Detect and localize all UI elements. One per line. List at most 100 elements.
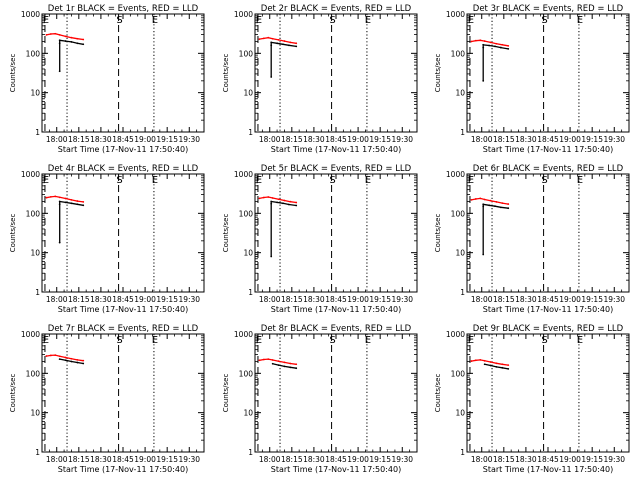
lld-data-point [64,356,67,359]
y-tick-label: 1000 [234,10,253,19]
lld-data-point [501,202,504,205]
events-data-point [282,202,284,205]
lld-data-point [258,38,261,41]
y-axis-label: Counts/sec [222,214,230,253]
lld-data-point [295,42,298,45]
lld-data-point [489,41,492,44]
x-tick-label: 18:45 [537,295,559,304]
lld-data-point [54,195,57,198]
x-tick-label: 19:15 [156,135,178,144]
x-tick-label: 18:00 [46,295,68,304]
y-tick-label: 1 [35,288,40,297]
y-tick-label: 100 [451,369,466,378]
events-data-point [482,79,485,82]
detector-panel: Det 3r BLACK = Events, RED = LLD 1 10 100 10… [434,4,630,154]
marker-label: S [329,175,335,186]
events-series-line [270,41,297,77]
x-tick-label: 18:45 [537,135,559,144]
plot-frame [254,333,418,453]
events-data-point [270,76,273,78]
y-tick-label: 100 [451,49,466,58]
x-tick-label: 18:15 [281,135,303,144]
x-tick-label: 19:00 [134,135,156,144]
events-data-point [283,365,286,368]
y-axis-label: Counts/sec [9,54,17,93]
lld-data-point [283,40,286,42]
events-data-point [287,203,290,206]
marker-label: S [541,175,547,186]
events-data-point [270,202,273,205]
lld-data-point [289,362,292,365]
marker-label: E [152,15,158,26]
x-axis-label: Start Time (17-Nov-11 17:50:40) [58,145,188,154]
y-axis-label: Counts/sec [9,374,17,413]
lld-data-point [45,196,48,199]
y-axis-label: Counts/sec [9,214,17,253]
y-tick-label: 100 [239,209,254,218]
marker-label: S [329,335,335,346]
y-tick-label: 100 [26,209,41,218]
events-data-point [276,42,278,45]
x-tick-label: 18:00 [471,295,493,304]
plot-frame [41,13,205,133]
marker-label: E [365,175,371,186]
lld-data-point [58,196,61,199]
lld-data-point [64,197,67,200]
x-axis-label: Start Time (17-Nov-11 17:50:40) [58,305,188,314]
lld-data-point [267,36,270,39]
lld-data-point [258,197,261,200]
lld-data-point [262,196,265,199]
events-series-line [482,44,509,81]
x-tick-label: 19:30 [391,295,413,304]
events-data-point [270,200,273,203]
x-tick-label: 18:00 [259,295,281,304]
marker-label: E [577,15,583,26]
lld-data-point [495,42,498,45]
x-tick-label: 19:00 [347,455,369,464]
lld-data-point [295,363,298,366]
lld-data-point [45,355,48,357]
x-tick-label: 19:15 [369,455,391,464]
lld-data-point [470,40,473,43]
x-tick-label: 19:00 [134,295,156,304]
events-data-point [70,202,73,205]
y-tick-label: 10 [243,89,253,98]
x-tick-label: 19:15 [369,295,391,304]
x-axis-label: Start Time (17-Nov-11 17:50:40) [271,465,401,474]
marker-label: S [541,335,547,346]
events-data-point [295,45,298,48]
lld-data-point [495,201,498,203]
marker-label: E [256,335,262,346]
marker-label: E [152,175,158,186]
x-tick-label: 19:30 [603,295,625,304]
marker-label: E [577,175,583,186]
x-tick-label: 18:00 [259,455,281,464]
events-data-point [282,43,284,46]
lld-data-point [54,32,57,35]
x-tick-label: 18:15 [281,295,303,304]
x-axis-label: Start Time (17-Nov-11 17:50:40) [271,305,401,314]
panel-title: Det 9r BLACK = Events, RED = LLD [473,324,624,334]
lld-data-point [258,359,261,362]
x-tick-label: 18:45 [112,135,134,144]
events-data-point [488,204,490,207]
x-tick-label: 19:15 [581,135,603,144]
events-data-point [270,44,273,47]
lld-data-point [70,36,73,39]
marker-label: S [116,175,122,186]
marker-label: S [116,15,122,26]
x-tick-label: 19:15 [581,295,603,304]
lld-data-point [501,363,504,366]
y-tick-label: 1000 [21,330,40,339]
detector-panel: Det 8r BLACK = Events, RED = LLD 1 10 100 10… [222,324,418,474]
plot-frame [41,173,205,293]
events-data-point [82,362,85,365]
x-tick-label: 18:45 [325,455,347,464]
events-data-point [270,41,273,44]
y-tick-label: 1000 [234,330,253,339]
x-tick-label: 18:45 [325,135,347,144]
x-axis-label: Start Time (17-Nov-11 17:50:40) [271,145,401,154]
events-data-point [507,47,510,50]
lld-data-point [470,360,473,362]
